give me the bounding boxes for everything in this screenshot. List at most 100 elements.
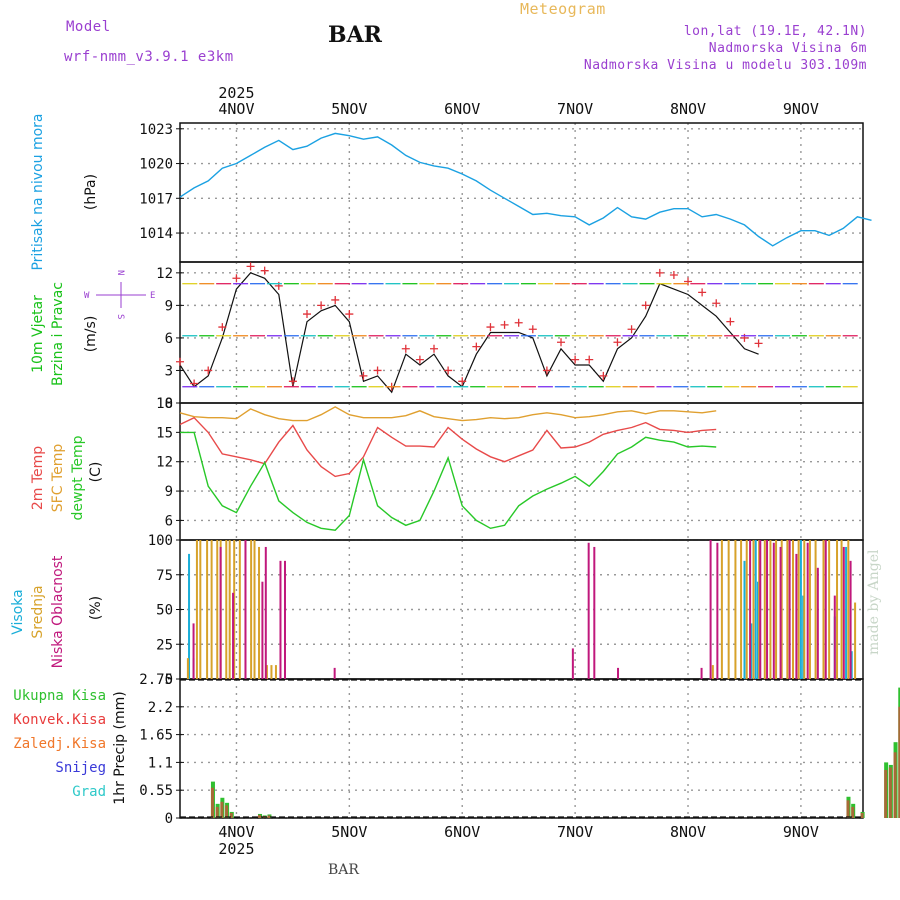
precip-convective-bar xyxy=(220,801,224,818)
cloud-unit: (%) xyxy=(88,596,104,620)
elevation-label: Nadmorska Visina 6m xyxy=(708,41,867,56)
date-label-bottom: 7NOV xyxy=(557,823,593,841)
high-cloud-label: Visoka xyxy=(10,589,26,634)
y-tick-label: 12 xyxy=(156,266,173,282)
cloud-bar xyxy=(757,581,760,679)
wind-gust-marker xyxy=(458,377,467,386)
cloud-bar xyxy=(700,667,703,679)
cloud-bar xyxy=(617,667,620,679)
compass-e: E xyxy=(150,291,155,301)
model-label: Model xyxy=(66,19,111,35)
wind-gust-marker xyxy=(303,310,312,319)
pressure-unit: (hPa) xyxy=(83,174,99,210)
wind-gust-marker xyxy=(528,325,537,334)
cloud-bar xyxy=(253,540,256,679)
cloud-bar xyxy=(199,540,202,679)
precip-legend-item: Konvek.Kisa xyxy=(13,712,106,728)
wind-gust-marker xyxy=(176,357,184,366)
wind-speed-line xyxy=(179,272,759,394)
date-label-top: 7NOV xyxy=(557,100,593,118)
y-tick-label: 100 xyxy=(148,533,173,549)
wind-gust-marker xyxy=(542,366,551,375)
y-tick-label: 2.75 xyxy=(139,672,173,688)
wind-gust-marker xyxy=(613,338,622,347)
date-label-top: 9NOV xyxy=(783,100,819,118)
cloud-bar xyxy=(593,546,596,679)
temp2m-label: 2m Temp xyxy=(30,446,46,510)
precip-convective-bar xyxy=(893,752,897,818)
wind-gust-marker xyxy=(641,301,650,310)
year-label-top: 2025 xyxy=(218,84,254,102)
wind-title-1: 10m Vjetar xyxy=(30,295,46,373)
cloud-bar xyxy=(772,542,775,679)
cloud-bar xyxy=(279,560,282,679)
cloud-bar xyxy=(743,560,746,679)
y-tick-label: 18 xyxy=(156,396,173,412)
cloud-bar xyxy=(265,665,268,679)
cloud-bar xyxy=(754,540,757,679)
wind-gust-marker xyxy=(599,371,608,380)
cloud-bar xyxy=(749,540,752,679)
y-tick-label: 1020 xyxy=(139,157,173,173)
wind-gust-marker xyxy=(585,355,594,364)
sfc-temp-line xyxy=(179,406,717,422)
precip-convective-bar xyxy=(888,767,892,818)
wind-gust-marker xyxy=(260,266,269,275)
wind-gust-marker xyxy=(373,366,382,375)
wind-gust-marker xyxy=(472,342,481,351)
cloud-bar xyxy=(233,540,236,679)
cloud-bar xyxy=(238,540,241,679)
cloud-bar xyxy=(258,546,261,679)
y-tick-label: 0 xyxy=(165,396,173,412)
y-tick-label: 12 xyxy=(156,455,173,471)
date-label-top: 8NOV xyxy=(670,100,706,118)
cloud-bar xyxy=(822,540,825,679)
temp-unit: (C) xyxy=(88,462,104,483)
cloud-bar xyxy=(806,542,809,679)
precip-convective-bar xyxy=(851,806,855,818)
wind-gust-marker xyxy=(204,366,213,375)
y-tick-label: 0 xyxy=(165,811,173,827)
date-label-top: 4NOV xyxy=(218,100,254,118)
y-tick-label: 0 xyxy=(165,672,173,688)
cloud-bar xyxy=(750,623,753,679)
wind-gust-marker xyxy=(415,355,424,364)
cloud-bar xyxy=(840,540,843,679)
cloud-bar xyxy=(244,540,247,679)
panel-frame xyxy=(179,678,864,819)
date-label-bottom: 5NOV xyxy=(331,823,367,841)
y-tick-label: 1014 xyxy=(139,226,173,242)
wind-gust-marker xyxy=(486,323,495,332)
sfc-temp-label: SFC Temp xyxy=(50,444,66,513)
cloud-bar xyxy=(763,540,766,679)
y-tick-label: 1.65 xyxy=(139,728,173,744)
precip-convective-bar xyxy=(229,812,233,818)
y-tick-label: 15 xyxy=(156,425,173,441)
cloud-bar xyxy=(850,651,853,679)
compass-w: W xyxy=(84,291,90,301)
cloud-bar xyxy=(250,540,253,679)
cloud-bar xyxy=(780,540,783,679)
date-label-top: 5NOV xyxy=(331,100,367,118)
cloud-bar xyxy=(797,540,800,679)
y-tick-label: 75 xyxy=(156,568,173,584)
y-tick-label: 1023 xyxy=(139,122,173,138)
cloud-bar xyxy=(228,540,231,679)
cloud-bar xyxy=(232,592,235,679)
wind-gust-marker xyxy=(232,274,241,283)
precip-convective-bar xyxy=(267,815,271,818)
cloud-bar xyxy=(261,581,264,679)
cloud-bar xyxy=(571,648,574,679)
cloud-bar xyxy=(849,560,852,679)
y-tick-label: 2.2 xyxy=(148,700,173,716)
cloud-bar xyxy=(803,540,806,679)
wind-gust-marker xyxy=(571,355,580,364)
cloud-bar xyxy=(752,540,755,679)
cloud-bar xyxy=(587,542,590,679)
precip-convective-bar xyxy=(884,769,888,818)
wind-gust-marker xyxy=(401,344,410,353)
y-tick-label: 9 xyxy=(165,298,173,314)
compass-n: N xyxy=(115,270,125,275)
precip-legend-item: Zaledj.Kisa xyxy=(13,736,106,752)
cloud-bar xyxy=(270,665,273,679)
